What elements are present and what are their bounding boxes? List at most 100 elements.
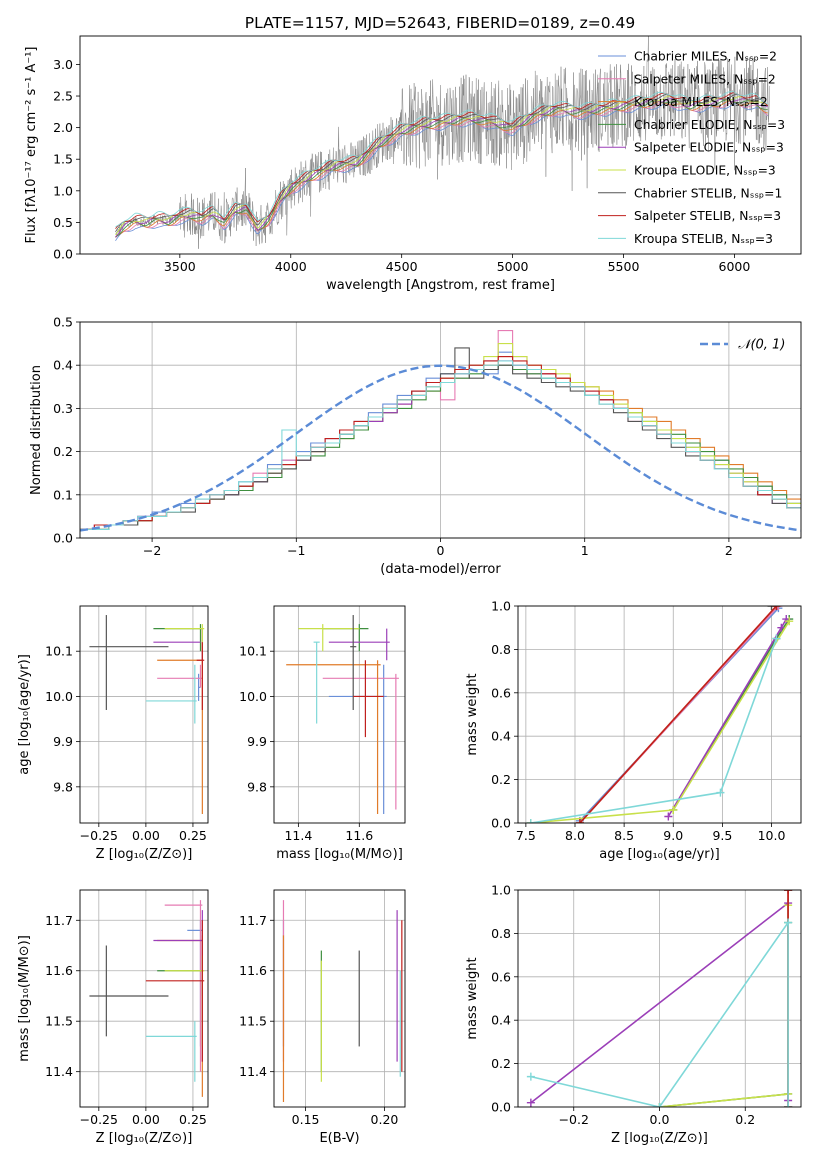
weight-series-9 [526, 634, 781, 823]
axes: −0.25 0.00 0.25 9.8 9.9 10.0 10.1 Z [log₁₀(Z/Z⊙… [17, 605, 209, 862]
plot-area [286, 615, 399, 814]
x-tick-label: 0.25 [179, 1112, 207, 1127]
error-bar-point-9 [313, 641, 320, 724]
weight-series-line [659, 905, 789, 1107]
y-tick-label: 0.0 [491, 1100, 511, 1115]
y-tick-label: 0.5 [53, 215, 73, 230]
error-bar-point-3 [286, 660, 381, 814]
x-tick-label: 3500 [164, 259, 196, 274]
x-tick-label: 11.6 [345, 828, 373, 843]
model-spectrum-line-1 [115, 103, 768, 242]
axes-frame [79, 605, 209, 824]
spectrum-legend: Chabrier MILES, Nₛₛₚ=2 Salpeter MILES, Nₛ… [598, 50, 785, 246]
y-tick-label: 11.7 [45, 913, 73, 928]
x-tick-label: 6000 [719, 259, 751, 274]
y-tick-label: 3.0 [53, 57, 73, 72]
error-bar-point-3 [157, 935, 203, 1097]
x-tick-label-text: 0.25 [179, 1112, 207, 1127]
weight-point-marker [526, 1072, 535, 1081]
x-tick-label: 0.15 [292, 1112, 320, 1127]
y-tick-label: 1.0 [491, 883, 511, 898]
x-tick-label: 5000 [497, 259, 529, 274]
x-tick-label-text: 0.0 [650, 1112, 670, 1127]
model-spectrum-line-7 [115, 93, 768, 233]
weight-series-line [530, 919, 789, 1107]
weight-series-line [579, 606, 777, 823]
x-tick-label: 4500 [386, 259, 418, 274]
error-bar-point-8 [196, 642, 205, 710]
y-axis-label: mass [log₁₀(M/M⊙)] [17, 935, 32, 1062]
y-tick-label: 0.5 [53, 315, 73, 330]
y-tick-label: 11.4 [239, 1064, 267, 1079]
x-tick-label-text: 8.5 [614, 828, 634, 843]
x-tick-label: −2 [143, 543, 161, 558]
legend-entry-5: Salpeter ELODIE, Nₛₛₚ=3 [634, 141, 784, 155]
weight-point-marker [526, 1098, 535, 1107]
x-axis-label: wavelength [Angstrom, rest frame] [326, 278, 555, 293]
y-tick-label: 1.0 [53, 183, 73, 198]
x-tick-label: 0.20 [371, 1112, 399, 1127]
axes: −0.2 0.0 0.2 0.0 0.2 0.4 0.6 0.8 1.0 Z [log₁₀(Z/Z… [465, 883, 802, 1146]
weight-series-9 [526, 918, 793, 1107]
x-tick-label: 8.5 [614, 828, 634, 843]
error-bar-point-4 [157, 955, 203, 996]
y-axis-label: mass weight [465, 673, 480, 755]
x-axis-label: E(B-V) [319, 1131, 359, 1146]
error-bar-point-2 [164, 900, 203, 1072]
legend-entry-9: Kroupa STELIB, Nₛₛₚ=3 [634, 232, 773, 246]
error-bar-point-2 [322, 673, 399, 810]
y-axis-label: Flux [fλ10⁻¹⁷ erg cm⁻² s⁻¹ A⁻¹] [24, 47, 39, 244]
y-tick-label: 2.0 [53, 120, 73, 135]
error-bar-point-6 [298, 624, 360, 652]
weight-point-marker [784, 918, 793, 927]
y-axis-label: Normed distribution [29, 365, 44, 495]
y-tick-label: 0.6 [491, 685, 511, 700]
x-axis-label: age [log₁₀(age/yr)] [599, 847, 720, 862]
x-tick-label-text: 0 [437, 543, 445, 558]
x-tick-label: 1 [581, 543, 589, 558]
x-tick-label-text: 8.0 [565, 828, 585, 843]
model-spectrum-line-9 [115, 91, 768, 228]
error-bar-point-2 [157, 664, 203, 688]
weight-series-line [667, 618, 787, 817]
y-tick-label: 11.6 [45, 963, 73, 978]
weight-point-marker [784, 890, 793, 894]
y-tick-label: 0.6 [491, 969, 511, 984]
y-tick-label: 0.2 [491, 1056, 511, 1071]
y-axis-label: mass weight [465, 957, 480, 1039]
axes-frame [517, 889, 802, 1108]
mass-vs-ebv-panel: 0.15 0.20 11.4 11.5 11.6 11.7 E(B-V) [239, 889, 406, 1146]
x-tick-label-text: 10.0 [758, 828, 786, 843]
legend-entry-2: Salpeter MILES, Nₛₛₚ=2 [634, 72, 776, 86]
spectrum-panel: 3500 4000 4500 5000 5500 6000 0.0 0.5 1.0 1.5 2.0 2… [24, 35, 802, 293]
error-bar-point-3 [157, 628, 203, 814]
weight-point-marker [784, 1103, 793, 1107]
y-tick-label: 0.0 [53, 247, 73, 262]
y-tick-label: 9.8 [53, 779, 73, 794]
y-tick-label: 0.4 [491, 1013, 511, 1028]
x-tick-label-text: 2 [725, 543, 733, 558]
weight-series-line [530, 638, 778, 823]
x-tick-label: 2 [725, 543, 733, 558]
y-tick-label: 11.6 [239, 963, 267, 978]
grid [274, 606, 405, 823]
y-tick-label: 0.2 [491, 772, 511, 787]
y-tick-label: 10.0 [45, 689, 73, 704]
x-tick-label: 10.0 [758, 828, 786, 843]
y-axis-label: age [log₁₀(age/yr)] [17, 654, 32, 775]
y-tick-label: 10.1 [239, 644, 267, 659]
x-tick-label: 0 [437, 543, 445, 558]
x-axis-label: Z [log₁₀(Z/Z⊙)] [611, 1131, 708, 1146]
y-tick-label: 11.4 [45, 1064, 73, 1079]
grid [518, 605, 801, 824]
x-axis-label: (data-model)/error [380, 562, 501, 577]
error-bar-point-7 [89, 945, 169, 1037]
legend-entry-1: Chabrier MILES, Nₛₛₚ=2 [634, 50, 777, 64]
histogram-step-1 [80, 351, 801, 530]
legend-entry-3: Kroupa MILES, Nₛₛₚ=2 [634, 95, 768, 109]
y-tick-label: 10.1 [45, 644, 73, 659]
histogram-step-5 [80, 360, 801, 530]
weight-point-marker [664, 812, 673, 821]
weight-series-8 [575, 606, 781, 823]
